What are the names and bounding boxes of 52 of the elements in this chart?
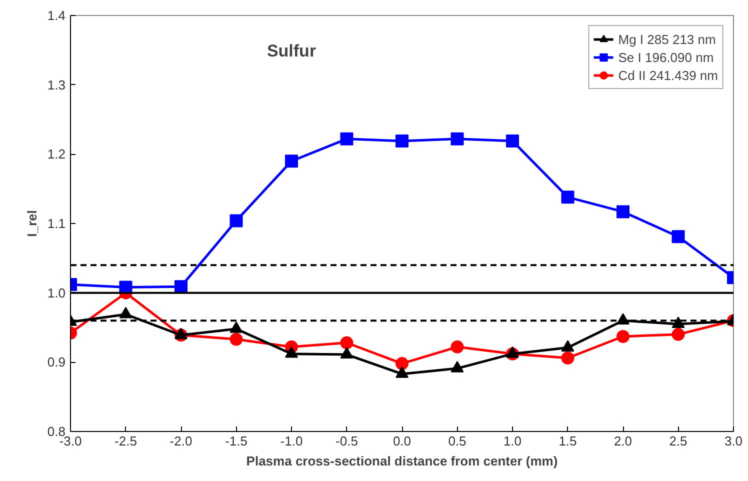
point	[174, 280, 188, 294]
point	[672, 230, 685, 244]
point	[396, 366, 408, 378]
y-tick-label: 1.1	[47, 216, 66, 231]
x-tick-label: -1.5	[225, 434, 248, 448]
y-tick-label: 1.0	[47, 285, 66, 300]
y-tick-label: 1.4	[47, 8, 66, 23]
x-tick-label: -1.0	[280, 434, 303, 448]
x-tick-label: 2.0	[614, 434, 632, 448]
point	[340, 336, 354, 350]
x-tick-label: 0.0	[392, 434, 412, 448]
point	[561, 352, 574, 364]
x-tick-label: -2.0	[170, 434, 192, 448]
x-axis-title: Plasma cross-sectional distance from center (mm)	[246, 454, 558, 468]
y-tick-label: 0.9	[47, 354, 66, 370]
point	[561, 340, 574, 352]
point	[230, 321, 243, 333]
x-tick-label: 1.5	[558, 434, 577, 448]
point	[561, 190, 574, 204]
point	[119, 306, 132, 318]
text: Sulfur	[266, 42, 316, 60]
point	[672, 328, 685, 341]
point	[230, 214, 243, 228]
point	[450, 360, 464, 372]
point	[340, 347, 354, 359]
point	[340, 132, 354, 146]
x-tick-label: 1.0	[503, 434, 522, 448]
point	[285, 346, 298, 358]
point	[174, 328, 188, 340]
point	[230, 332, 243, 346]
y-axis-title: I_rel	[24, 210, 40, 237]
point	[506, 346, 519, 358]
point	[450, 340, 464, 354]
point	[396, 357, 408, 370]
y-tick-label: 0.8	[47, 424, 66, 439]
point	[450, 132, 464, 146]
point	[506, 134, 519, 148]
x-tick-label: 0.5	[448, 434, 466, 448]
legend-label: Cd II 241.439 nm	[618, 66, 718, 84]
point	[616, 205, 630, 218]
y-tick-label: 1.2	[47, 146, 66, 162]
point	[285, 154, 298, 168]
x-tick-label: -2.5	[114, 434, 137, 448]
legend-label: Se I 196.090 nm	[618, 48, 714, 66]
point	[616, 330, 630, 343]
point	[672, 316, 685, 328]
x-tick-label: 2.5	[669, 434, 688, 448]
legend-label: Mg I 285 213 nm	[618, 30, 716, 48]
point	[396, 134, 408, 148]
x-tick-label: -0.5	[336, 434, 358, 448]
x-tick-label: 3.0	[724, 434, 743, 448]
y-tick-label: 1.3	[47, 77, 66, 92]
